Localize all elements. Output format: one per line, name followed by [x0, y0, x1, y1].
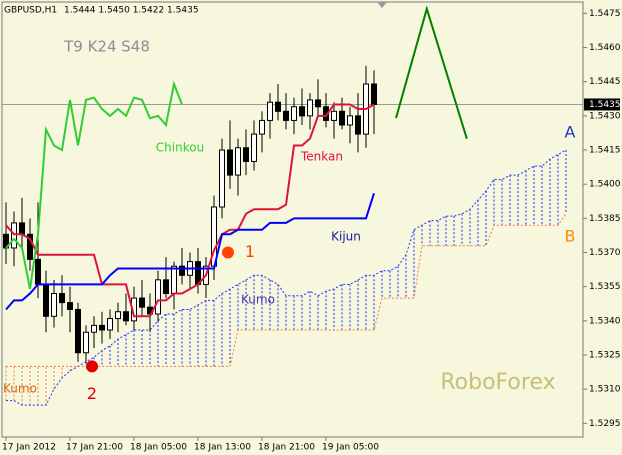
indicator-line: [5, 192, 375, 311]
candle-body: [291, 106, 297, 121]
y-tick-label: 1.5475: [589, 9, 621, 19]
candle-body: [139, 297, 145, 308]
marker-dot: [222, 246, 234, 259]
candle-body: [163, 279, 169, 295]
shift-marker: [377, 2, 387, 8]
candle-body: [259, 119, 265, 135]
candle-body: [275, 101, 281, 112]
candle-body: [99, 324, 105, 331]
marker-label: 1: [245, 242, 255, 261]
y-tick-label: 1.5310: [589, 385, 621, 395]
candle-body: [179, 265, 185, 276]
candle-body: [11, 222, 17, 249]
trend-line: [395, 5, 468, 139]
y-tick-label: 1.5430: [589, 111, 621, 121]
marker-label: 2: [87, 384, 97, 403]
candle-body: [227, 149, 233, 176]
x-tick-label: 18 Jan 13:00: [194, 443, 251, 453]
x-tick-label: 18 Jan 21:00: [258, 443, 315, 453]
candle-body: [267, 101, 273, 121]
candle-body: [315, 99, 321, 108]
span-a-label: A: [565, 123, 576, 142]
watermark: RoboForex: [440, 370, 555, 395]
candle-body: [75, 308, 81, 354]
candle-body: [123, 311, 129, 322]
span-a-line: [6, 149, 567, 406]
symbol: GBPUSD,H1: [4, 6, 57, 16]
series-label: Tenkan: [300, 150, 343, 164]
candle-body: [283, 110, 289, 121]
y-tick-label: 1.5370: [589, 248, 621, 258]
candle-body: [67, 302, 73, 310]
y-tick-label: 1.5295: [589, 419, 621, 429]
current-price-label: 1.5435: [589, 100, 621, 110]
candle-body: [243, 147, 249, 162]
candle-body: [235, 147, 241, 176]
x-tick-label: 19 Jan 05:00: [322, 443, 379, 453]
series-label: Chinkou: [156, 141, 204, 155]
candle-body: [115, 311, 121, 320]
span-b-label: B: [565, 227, 576, 246]
candle-body: [331, 110, 337, 121]
candle-body: [19, 222, 25, 235]
candle-body: [59, 293, 65, 304]
candle-body: [251, 133, 257, 162]
x-tick-label: 17 Jan 21:00: [66, 443, 123, 453]
y-tick-label: 1.5415: [589, 146, 621, 156]
settings-label: T9 K24 S48: [63, 38, 150, 56]
candle-body: [155, 279, 161, 315]
x-tick-label: 18 Jan 05:00: [130, 443, 187, 453]
y-tick-label: 1.5400: [589, 180, 621, 190]
y-tick-label: 1.5325: [589, 351, 621, 361]
current-price-tag: [584, 98, 620, 111]
y-tick-label: 1.5385: [589, 214, 621, 224]
candle-body: [35, 258, 41, 285]
candle-body: [339, 110, 345, 126]
x-tick-label: 17 Jan 2012: [2, 443, 56, 453]
marker-dot: [86, 360, 98, 373]
candle-body: [107, 318, 113, 331]
cloud-label: Kumo: [241, 293, 275, 307]
y-tick-label: 1.5460: [589, 43, 621, 53]
candle-body: [371, 83, 377, 105]
candle-body: [91, 324, 97, 333]
series-label: Kijun: [331, 230, 361, 244]
y-tick-label: 1.5340: [589, 316, 621, 326]
candle-body: [51, 293, 57, 317]
candle-body: [43, 283, 49, 317]
candle-body: [171, 265, 177, 295]
span-b-line: [6, 213, 567, 367]
candle-body: [27, 233, 33, 260]
header-values: 1.5444 1.5450 1.5422 1.5435: [64, 6, 199, 16]
y-tick-label: 1.5445: [589, 77, 621, 87]
candle-body: [83, 331, 89, 354]
candle-body: [299, 106, 305, 117]
indicator-line: [5, 80, 183, 290]
candle-body: [307, 99, 313, 117]
candle-body: [355, 115, 361, 135]
candle-body: [219, 149, 225, 208]
indicator-line: [5, 103, 375, 318]
candle-body: [347, 115, 353, 126]
plot-border: [1, 1, 584, 438]
y-tick-label: 1.5355: [589, 282, 621, 292]
cloud-label: Kumo: [3, 382, 37, 396]
